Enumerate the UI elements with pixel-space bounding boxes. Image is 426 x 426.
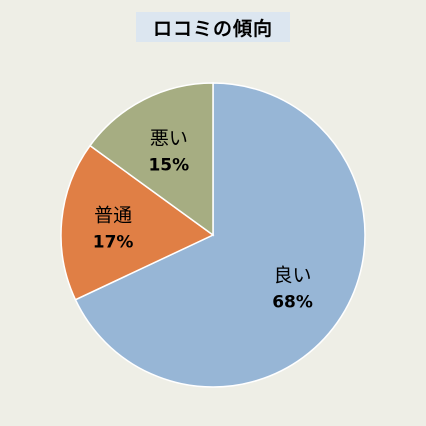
slice-value-good: 68% [272, 292, 313, 312]
pie-slice-neutral [60, 144, 215, 301]
slice-label-good: 良い [274, 264, 312, 286]
chart-title: ロコミの傾向 [136, 12, 290, 42]
pie-slice-good [74, 82, 366, 388]
slice-value-bad: 15% [148, 155, 189, 175]
slice-value-neutral: 17% [93, 233, 134, 253]
slice-label-bad: 悪い [150, 127, 188, 149]
pie-slice-bad [88, 82, 214, 237]
slice-label-neutral: 普通 [94, 205, 132, 227]
